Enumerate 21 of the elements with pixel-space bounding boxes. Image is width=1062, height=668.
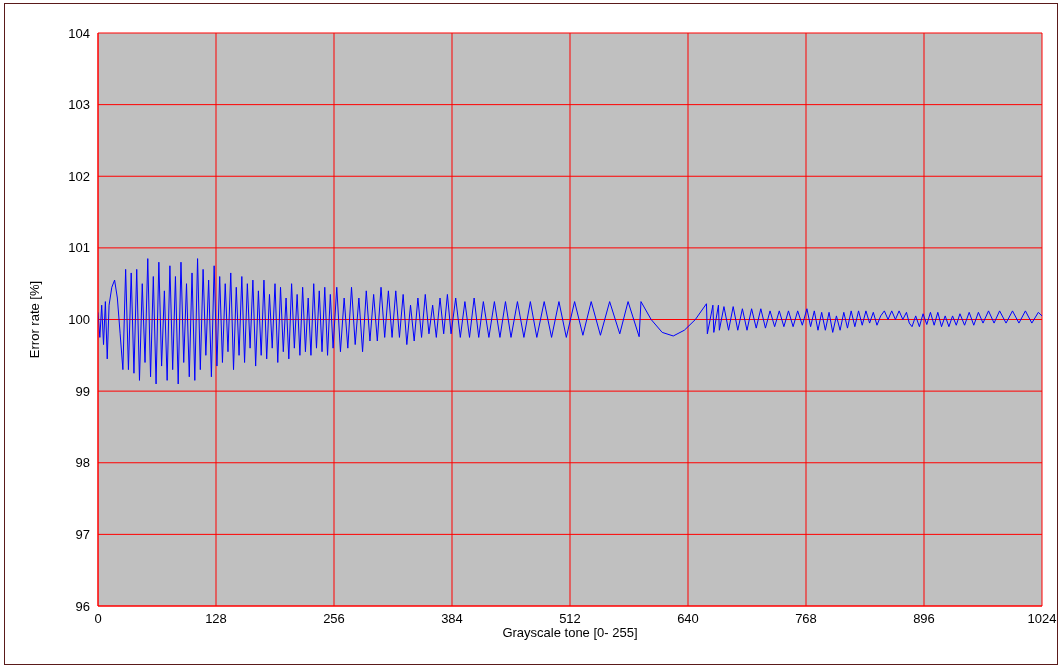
y-tick-label: 101 [68, 240, 90, 256]
line-series [98, 258, 1042, 385]
x-tick-label: 768 [795, 611, 817, 627]
y-tick-label: 100 [68, 312, 90, 328]
y-tick-label: 102 [68, 168, 90, 184]
x-tick-label: 0 [94, 611, 102, 627]
x-tick-label: 1024 [1027, 611, 1057, 627]
y-tick-label: 97 [75, 526, 90, 542]
y-tick-label: 96 [75, 598, 90, 614]
x-tick-label: 384 [441, 611, 463, 627]
y-tick-label: 99 [75, 383, 90, 399]
x-tick-label: 512 [559, 611, 581, 627]
y-tick-label: 98 [75, 455, 90, 471]
x-tick-label: 256 [323, 611, 345, 627]
x-tick-label: 128 [205, 611, 227, 627]
y-tick-label: 103 [68, 97, 90, 113]
x-tick-label: 896 [913, 611, 935, 627]
x-axis-title: Grayscale tone [0- 255] [502, 625, 638, 641]
y-axis-title: Error rate [%] [26, 280, 42, 359]
y-tick-label: 104 [68, 25, 90, 41]
x-tick-label: 640 [677, 611, 699, 627]
